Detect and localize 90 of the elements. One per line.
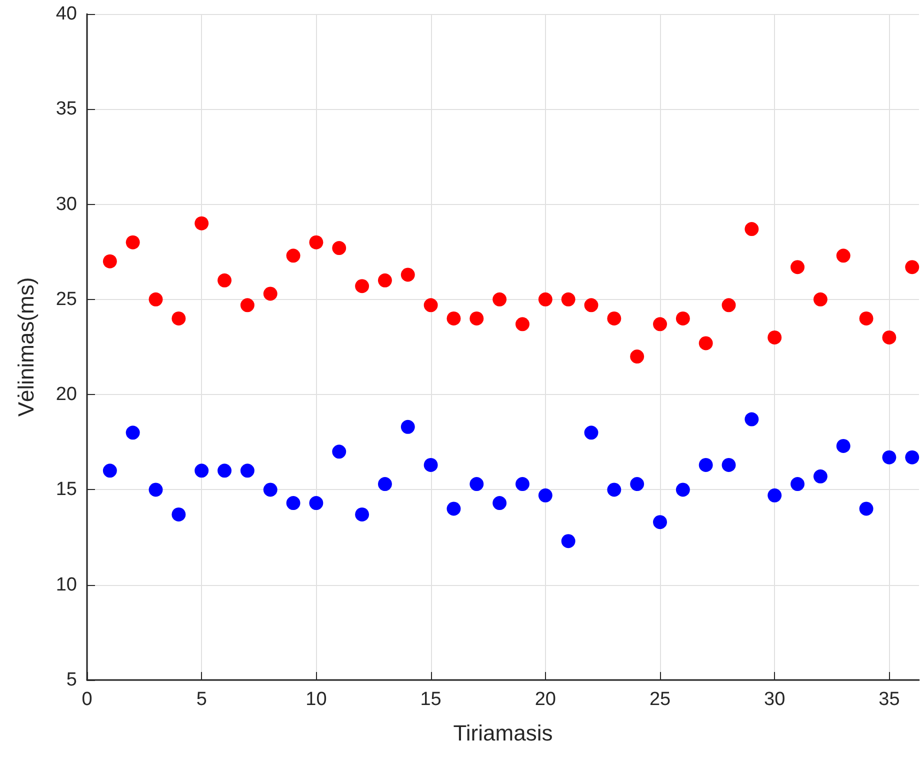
y-tick-label: 35: [56, 98, 77, 120]
point: [744, 412, 759, 426]
point: [722, 298, 736, 312]
y-tick-label: 40: [56, 4, 77, 24]
point: [698, 336, 713, 350]
y-tick-label: 5: [66, 670, 77, 690]
point: [813, 292, 828, 306]
point: [882, 330, 896, 344]
point: [813, 469, 828, 484]
point: [836, 248, 850, 263]
point: [515, 317, 530, 332]
point: [126, 235, 140, 250]
x-tick-label: 20: [534, 689, 556, 710]
point: [126, 426, 140, 440]
point: [584, 298, 598, 312]
point: [172, 311, 186, 326]
point: [332, 444, 346, 459]
point: [607, 311, 622, 326]
point: [424, 458, 438, 472]
x-tick-label: 5: [196, 689, 207, 710]
point: [263, 482, 278, 497]
point: [538, 488, 552, 502]
x-tick-label: 0: [82, 689, 92, 710]
x-tick-label: 35: [878, 689, 900, 710]
point: [286, 496, 300, 510]
point: [630, 477, 644, 491]
point: [400, 420, 415, 434]
x-tick-label: 30: [764, 689, 786, 710]
point: [309, 496, 324, 510]
point: [768, 330, 782, 344]
point: [355, 507, 370, 522]
point: [309, 235, 324, 250]
point: [882, 450, 896, 464]
point: [905, 450, 920, 464]
point: [446, 311, 461, 326]
point: [561, 292, 576, 306]
point: [446, 502, 461, 516]
point: [653, 317, 668, 332]
x-tick-label: 15: [420, 689, 442, 710]
point: [859, 502, 874, 516]
point: [653, 515, 668, 530]
point: [263, 286, 278, 301]
point: [240, 464, 254, 478]
point: [378, 273, 392, 288]
point: [172, 507, 186, 522]
point: [378, 477, 392, 491]
y-tick-label: 15: [56, 479, 77, 500]
point: [148, 292, 163, 306]
y-axis-title: Vėlinimas(ms): [14, 277, 38, 417]
point: [630, 350, 644, 364]
point: [676, 311, 690, 326]
point: [492, 496, 507, 510]
point: [584, 426, 598, 440]
y-tick-label: 10: [56, 574, 77, 596]
point: [470, 477, 484, 491]
point: [286, 248, 300, 263]
point: [790, 477, 805, 491]
point: [859, 311, 874, 326]
point: [424, 298, 438, 312]
point: [218, 273, 232, 288]
point: [790, 260, 805, 274]
y-tick-label: 25: [56, 288, 77, 310]
point: [102, 464, 117, 478]
point: [561, 534, 576, 548]
y-tick-label: 30: [56, 194, 77, 215]
point: [355, 279, 370, 294]
point: [332, 241, 346, 256]
point: [240, 298, 254, 312]
point: [194, 216, 209, 230]
point: [836, 438, 850, 453]
point: [515, 477, 530, 491]
point: [698, 458, 713, 472]
point: [492, 292, 507, 306]
point: [744, 222, 759, 236]
x-tick-label: 10: [306, 689, 327, 710]
point: [607, 482, 622, 497]
x-axis-title: Tiriamasis: [453, 720, 553, 746]
point: [218, 464, 232, 478]
point: [905, 260, 920, 274]
point: [722, 458, 736, 472]
point: [676, 482, 690, 497]
point: [400, 268, 415, 282]
point: [768, 488, 782, 502]
y-tick-label: 20: [56, 384, 77, 406]
point: [538, 292, 552, 306]
point: [194, 464, 209, 478]
point: [148, 482, 163, 497]
point: [102, 254, 117, 268]
x-tick-label: 25: [649, 689, 671, 710]
point: [470, 311, 484, 326]
